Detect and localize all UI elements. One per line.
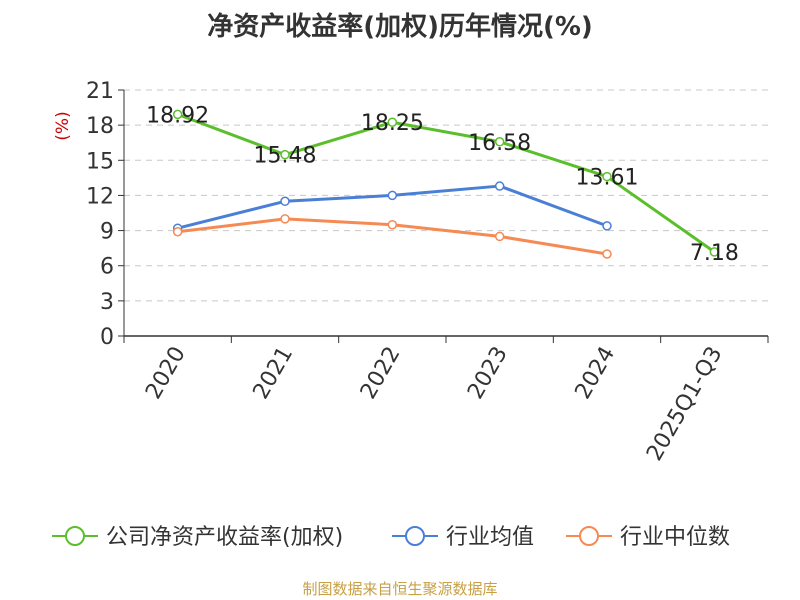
data-point [387,117,398,127]
data-point [172,226,183,237]
chart-title: 净资产收益率(加权)历年情况(%) [207,12,593,42]
data-label: 18.92 [146,103,209,128]
legend-label: 行业中位数 [620,525,730,550]
data-point [280,214,290,224]
y-tick-label: 0 [100,325,114,350]
data-point [709,247,720,257]
data-point [280,196,290,207]
grid-layer [124,89,768,302]
y-tick-label: 3 [100,290,114,315]
x-tick-label: 2023 [463,343,513,404]
data-point [602,249,612,259]
series-line [177,112,716,254]
data-point [602,221,612,231]
y-axis-unit: (%) [53,111,73,140]
data-point [494,137,505,147]
data-label: 7.18 [690,241,739,266]
data-point [387,190,398,201]
y-tick-label: 6 [100,255,114,280]
legend-swatch-marker [405,526,425,546]
data-source-note: 制图数据来自恒生聚源数据库 [302,580,498,598]
data-label: 16.58 [468,131,531,156]
legend-swatch-marker [579,526,599,546]
x-tick-label: 2024 [571,343,621,404]
legend-layer: 公司净资产收益率(加权) 行业均值 行业中位数 [52,525,730,550]
legend-label: 公司净资产收益率(加权) [106,525,343,550]
series-layer [172,109,720,259]
x-tick-label: 2020 [141,343,191,404]
data-point [387,219,398,230]
legend-label: 行业均值 [446,525,534,550]
legend-swatch-marker [65,526,85,546]
y-tick-label: 15 [86,149,114,174]
data-label: 13.61 [576,166,639,191]
data-label: 18.25 [361,111,424,136]
axis-layer: 0 3 6 9 12 15 18 21 (%) 2020 2021 2022 2023 2024 2025Q… [53,79,769,466]
data-point [494,231,505,242]
data-point [602,171,612,182]
data-point [172,109,183,120]
x-tick-label: 2022 [356,343,406,404]
x-tick-label: 2025Q1-Q3 [642,343,727,466]
y-tick-label: 18 [86,114,114,139]
x-tick-label: 2021 [249,343,299,404]
y-tick-label: 12 [86,184,114,209]
data-point [280,149,290,160]
label-layer: 18.92 15.48 18.25 16.58 13.61 7.18 [146,103,739,266]
y-tick-label: 21 [86,79,114,104]
y-tick-label: 9 [100,220,114,245]
data-point [494,181,505,191]
data-label: 15.48 [254,144,317,169]
